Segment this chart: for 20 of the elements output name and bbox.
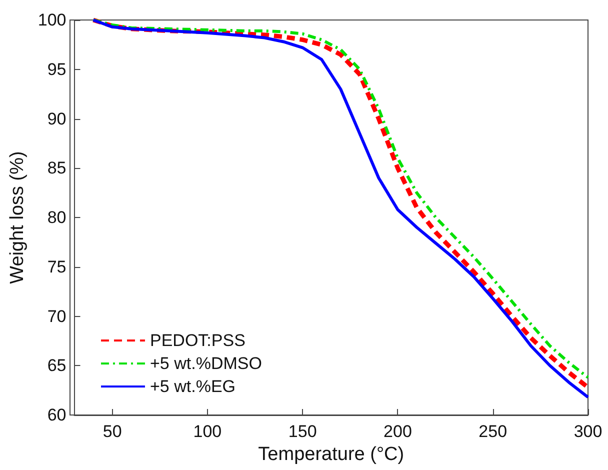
y-tick-label: 85 bbox=[47, 158, 66, 178]
y-tick-label: 75 bbox=[47, 257, 66, 276]
x-tick-label: 150 bbox=[288, 422, 317, 441]
x-tick-label: 250 bbox=[478, 422, 508, 441]
y-tick-label: 95 bbox=[47, 60, 66, 79]
y-tick-label: 60 bbox=[47, 406, 66, 424]
y-tick-label: 90 bbox=[47, 109, 66, 128]
x-axis-title: Temperature (°C) bbox=[258, 444, 404, 465]
y-tick-label: 70 bbox=[47, 306, 66, 326]
y-tick-label: 80 bbox=[47, 208, 66, 227]
y-axis-title: Weight loss (%) bbox=[7, 151, 28, 284]
x-tick-label: 200 bbox=[384, 422, 412, 441]
x-tick-label: 50 bbox=[102, 422, 122, 441]
x-tick-label: 100 bbox=[193, 422, 222, 441]
legend-label: +5 wt.%EG bbox=[150, 377, 236, 396]
legend-label: +5 wt.%DMSO bbox=[150, 354, 262, 373]
y-tick-label: 100 bbox=[38, 10, 66, 30]
x-tick-label: 300 bbox=[574, 422, 602, 441]
y-tick-label: 65 bbox=[47, 356, 66, 376]
legend-label: PEDOT:PSS bbox=[150, 331, 246, 350]
